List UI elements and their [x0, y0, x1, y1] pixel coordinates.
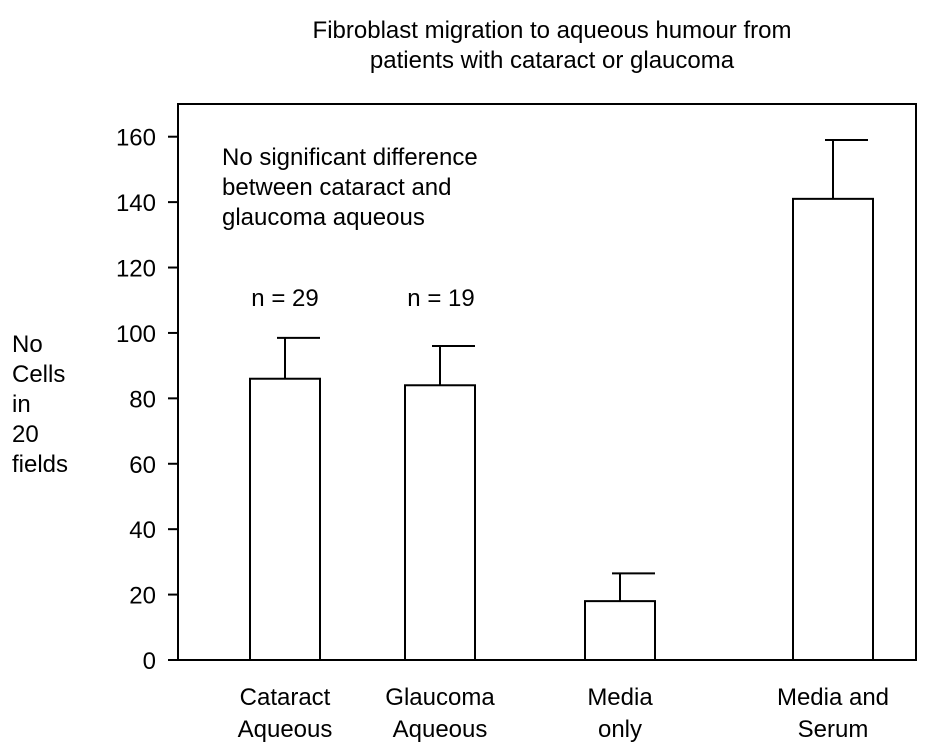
- y-tick-label: 60: [129, 452, 156, 479]
- y-tick-label: 20: [129, 583, 156, 610]
- y-tick-label: 100: [116, 321, 156, 348]
- bar: [584, 600, 656, 661]
- plot-frame: [177, 103, 917, 661]
- y-tick-label: 40: [129, 517, 156, 544]
- chart-title: Fibroblast migration to aqueous humour f…: [313, 17, 792, 74]
- annotation: No significant difference between catarac…: [222, 144, 478, 231]
- y-tick-label: 120: [116, 256, 156, 283]
- y-tick-label: 80: [129, 386, 156, 413]
- bar: [792, 197, 874, 662]
- x-tick-label: Glaucoma Aqueous: [385, 684, 495, 743]
- y-tick-label: 160: [116, 125, 156, 152]
- bar: [249, 377, 321, 661]
- y-axis-label: No Cells in 20 fields: [12, 331, 68, 478]
- x-tick-label: Cataract Aqueous: [238, 684, 333, 743]
- annotation: n = 19: [407, 285, 474, 312]
- annotation: n = 29: [251, 285, 318, 312]
- x-tick-label: Media only: [587, 684, 653, 743]
- bar: [404, 384, 476, 661]
- y-tick-label: 0: [143, 648, 156, 675]
- x-tick-label: Media and Serum: [777, 684, 889, 743]
- y-tick-label: 140: [116, 190, 156, 217]
